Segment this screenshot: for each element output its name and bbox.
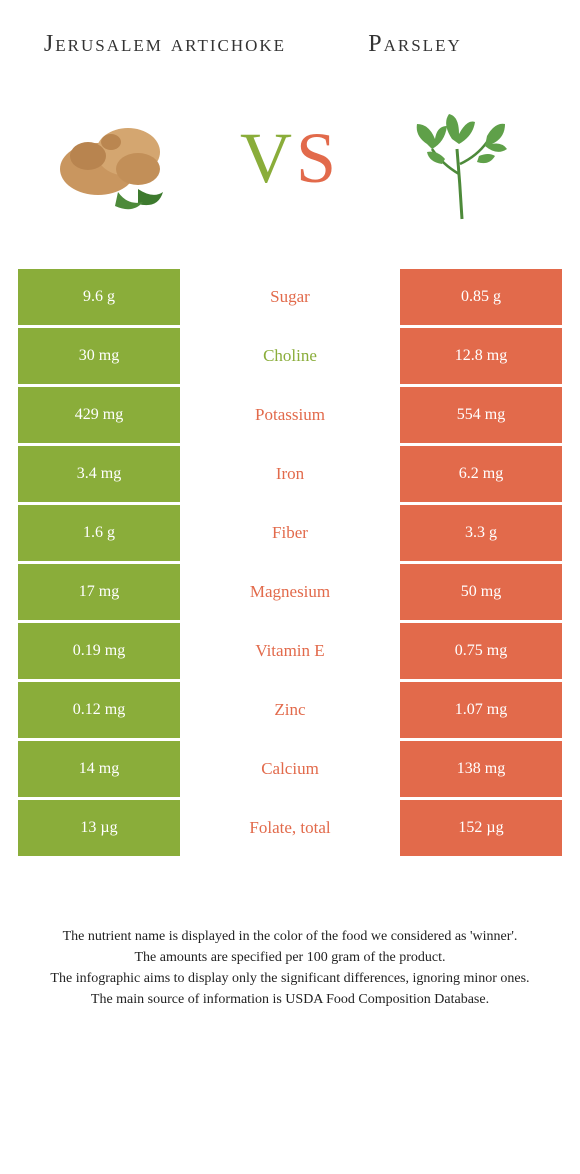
- footer-line-2: The amounts are specified per 100 gram o…: [40, 947, 540, 968]
- nutrient-name: Calcium: [180, 741, 400, 797]
- nutrient-row: 30 mgCholine12.8 mg: [18, 328, 562, 384]
- nutrient-name: Iron: [180, 446, 400, 502]
- nutrient-name: Zinc: [180, 682, 400, 738]
- parsley-illustration: [387, 94, 537, 224]
- nutrient-row: 1.6 gFiber3.3 g: [18, 505, 562, 561]
- nutrient-name: Folate, total: [180, 800, 400, 856]
- food-title-left: Jerusalem artichoke: [40, 30, 290, 59]
- jerusalem-artichoke-illustration: [43, 94, 193, 224]
- nutrient-name: Vitamin E: [180, 623, 400, 679]
- nutrient-value-right: 6.2 mg: [400, 446, 562, 502]
- nutrient-name: Potassium: [180, 387, 400, 443]
- nutrient-value-left: 0.19 mg: [18, 623, 180, 679]
- vs-s: S: [296, 118, 340, 198]
- nutrient-value-right: 3.3 g: [400, 505, 562, 561]
- nutrient-value-left: 14 mg: [18, 741, 180, 797]
- nutrient-value-right: 0.75 mg: [400, 623, 562, 679]
- nutrient-row: 9.6 gSugar0.85 g: [18, 269, 562, 325]
- nutrient-value-left: 17 mg: [18, 564, 180, 620]
- nutrient-value-right: 0.85 g: [400, 269, 562, 325]
- nutrient-value-right: 12.8 mg: [400, 328, 562, 384]
- nutrient-row: 429 mgPotassium554 mg: [18, 387, 562, 443]
- footer-notes: The nutrient name is displayed in the co…: [40, 926, 540, 1010]
- footer-line-4: The main source of information is USDA F…: [40, 989, 540, 1010]
- nutrient-value-right: 50 mg: [400, 564, 562, 620]
- nutrient-value-right: 1.07 mg: [400, 682, 562, 738]
- header-row: Jerusalem artichoke Parsley: [0, 0, 580, 69]
- nutrient-value-right: 554 mg: [400, 387, 562, 443]
- vs-v: V: [240, 118, 296, 198]
- footer-line-1: The nutrient name is displayed in the co…: [40, 926, 540, 947]
- nutrient-value-left: 429 mg: [18, 387, 180, 443]
- nutrient-value-left: 13 µg: [18, 800, 180, 856]
- footer-line-3: The infographic aims to display only the…: [40, 968, 540, 989]
- vs-label: VS: [240, 117, 340, 200]
- nutrient-row: 0.12 mgZinc1.07 mg: [18, 682, 562, 738]
- nutrient-table: 9.6 gSugar0.85 g30 mgCholine12.8 mg429 m…: [18, 269, 562, 856]
- nutrient-row: 17 mgMagnesium50 mg: [18, 564, 562, 620]
- nutrient-value-right: 138 mg: [400, 741, 562, 797]
- nutrient-row: 3.4 mgIron6.2 mg: [18, 446, 562, 502]
- nutrient-row: 0.19 mgVitamin E0.75 mg: [18, 623, 562, 679]
- nutrient-row: 13 µgFolate, total152 µg: [18, 800, 562, 856]
- nutrient-value-left: 9.6 g: [18, 269, 180, 325]
- nutrient-row: 14 mgCalcium138 mg: [18, 741, 562, 797]
- nutrient-value-left: 1.6 g: [18, 505, 180, 561]
- nutrient-value-left: 3.4 mg: [18, 446, 180, 502]
- image-row: VS: [0, 69, 580, 269]
- nutrient-value-left: 0.12 mg: [18, 682, 180, 738]
- nutrient-value-left: 30 mg: [18, 328, 180, 384]
- nutrient-name: Choline: [180, 328, 400, 384]
- nutrient-name: Fiber: [180, 505, 400, 561]
- nutrient-name: Sugar: [180, 269, 400, 325]
- food-title-right: Parsley: [290, 30, 540, 59]
- nutrient-name: Magnesium: [180, 564, 400, 620]
- nutrient-value-right: 152 µg: [400, 800, 562, 856]
